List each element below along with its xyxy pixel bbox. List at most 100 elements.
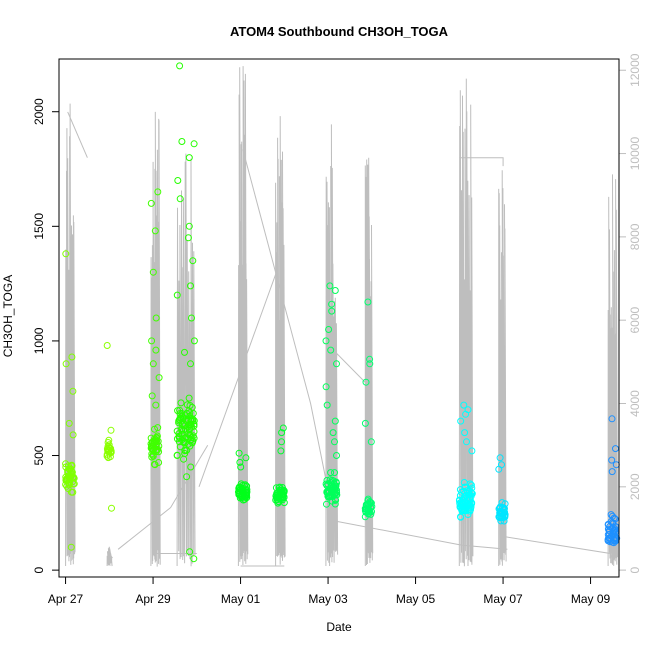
data-point bbox=[189, 257, 197, 265]
data-point bbox=[183, 473, 191, 481]
data-point bbox=[364, 500, 372, 508]
data-point bbox=[366, 355, 374, 363]
data-point bbox=[367, 438, 375, 446]
data-point bbox=[279, 424, 287, 432]
data-point bbox=[457, 513, 465, 521]
data-point bbox=[65, 419, 73, 427]
data-point bbox=[174, 177, 182, 184]
data-point bbox=[608, 468, 616, 476]
altitude-profile-line bbox=[364, 157, 374, 566]
y2-tick-label: 4000 bbox=[628, 390, 642, 417]
data-point bbox=[150, 460, 158, 468]
data-point bbox=[178, 138, 186, 145]
data-point bbox=[608, 415, 616, 423]
data-point bbox=[64, 485, 72, 492]
data-point bbox=[69, 387, 77, 395]
data-point bbox=[155, 374, 163, 382]
data-point bbox=[64, 467, 72, 475]
data-point bbox=[187, 463, 195, 471]
data-point bbox=[154, 188, 162, 196]
altitude-transit-line bbox=[330, 519, 508, 550]
data-point bbox=[188, 314, 195, 322]
data-point bbox=[181, 348, 188, 356]
data-point bbox=[69, 478, 77, 486]
data-point bbox=[69, 488, 77, 496]
data-point bbox=[173, 427, 181, 435]
data-point bbox=[62, 250, 70, 258]
data-point bbox=[331, 438, 338, 446]
data-point bbox=[499, 514, 507, 522]
data-point bbox=[103, 450, 111, 458]
y2-tick-label: 0 bbox=[628, 566, 642, 573]
data-point bbox=[107, 426, 115, 434]
y-tick-label: 1500 bbox=[32, 213, 46, 240]
data-point bbox=[239, 487, 247, 495]
data-point bbox=[104, 439, 112, 446]
data-point bbox=[365, 507, 373, 515]
y-tick-label: 1000 bbox=[32, 327, 46, 354]
data-point bbox=[180, 455, 188, 463]
data-point bbox=[241, 481, 249, 489]
data-point bbox=[185, 394, 193, 402]
data-point bbox=[176, 195, 184, 203]
data-point bbox=[328, 307, 336, 315]
data-point bbox=[151, 227, 159, 235]
data-point bbox=[155, 459, 163, 466]
data-point bbox=[331, 417, 339, 425]
data-point bbox=[495, 465, 503, 473]
data-point bbox=[148, 337, 156, 345]
data-point bbox=[605, 527, 613, 535]
altitude-profile-line bbox=[237, 66, 249, 567]
data-point bbox=[607, 511, 615, 519]
data-point bbox=[65, 465, 73, 473]
data-point bbox=[235, 487, 243, 495]
data-point bbox=[176, 415, 184, 423]
data-point bbox=[466, 480, 474, 488]
ch3oh-points-layer bbox=[62, 62, 621, 563]
data-point bbox=[152, 314, 160, 322]
altitude-profile-line bbox=[150, 111, 161, 567]
data-point bbox=[149, 360, 157, 368]
x-tick-label: May 01 bbox=[221, 592, 261, 606]
data-point bbox=[325, 326, 333, 333]
data-point bbox=[462, 410, 470, 418]
data-point bbox=[181, 434, 189, 442]
data-point bbox=[188, 403, 196, 411]
data-point bbox=[326, 282, 334, 290]
data-point bbox=[328, 476, 336, 484]
data-point bbox=[152, 346, 160, 354]
data-point bbox=[362, 378, 370, 386]
data-point bbox=[177, 399, 185, 407]
data-point bbox=[173, 451, 181, 459]
x-tick-label: May 05 bbox=[396, 592, 436, 606]
data-point bbox=[190, 555, 198, 563]
x-tick-label: May 09 bbox=[571, 592, 611, 606]
data-point bbox=[463, 487, 471, 495]
data-point bbox=[184, 430, 192, 438]
data-point bbox=[236, 458, 244, 466]
altitude-transit-line bbox=[459, 157, 504, 167]
data-point bbox=[331, 469, 338, 477]
data-point bbox=[178, 426, 186, 434]
data-point bbox=[103, 342, 111, 349]
data-point bbox=[329, 429, 337, 437]
data-point bbox=[456, 500, 464, 508]
data-point bbox=[323, 500, 330, 508]
data-point bbox=[185, 426, 193, 434]
data-point bbox=[190, 337, 198, 345]
data-point bbox=[272, 484, 280, 492]
y-tick-label: 500 bbox=[32, 445, 46, 465]
chart-title: ATOM4 Southbound CH3OH_TOGA bbox=[230, 24, 449, 39]
data-point bbox=[457, 417, 465, 425]
data-point bbox=[277, 447, 285, 455]
data-point bbox=[179, 415, 187, 423]
data-point bbox=[108, 504, 115, 512]
altitude-profile-line bbox=[458, 78, 474, 567]
data-point bbox=[148, 392, 156, 400]
data-point bbox=[323, 401, 331, 409]
data-point bbox=[324, 487, 332, 495]
data-point bbox=[62, 460, 70, 468]
data-point bbox=[609, 519, 616, 527]
data-point bbox=[186, 548, 194, 556]
data-point bbox=[466, 496, 474, 504]
